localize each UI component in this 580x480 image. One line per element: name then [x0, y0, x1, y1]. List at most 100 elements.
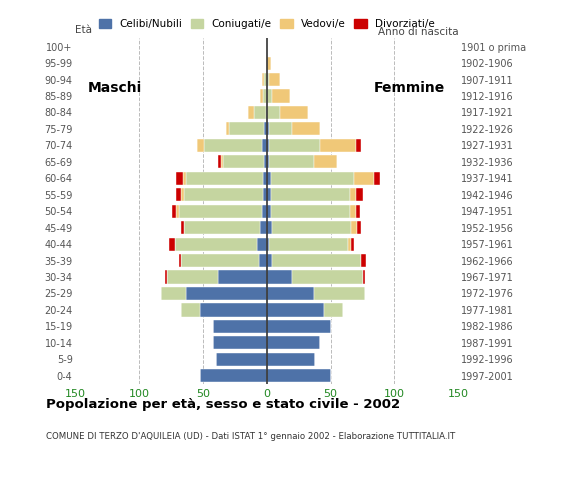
Bar — [262, 139, 267, 152]
Bar — [263, 188, 267, 201]
Bar — [184, 188, 263, 201]
Bar — [356, 204, 360, 218]
Bar — [176, 204, 179, 218]
Text: Età: Età — [75, 25, 92, 35]
Bar — [165, 270, 167, 284]
Bar — [254, 106, 266, 119]
Bar — [201, 369, 267, 383]
Bar — [269, 73, 280, 86]
Bar — [267, 303, 324, 316]
Bar — [175, 238, 256, 251]
Bar — [182, 254, 259, 267]
Bar — [267, 188, 271, 201]
Bar — [356, 188, 362, 201]
Bar — [267, 155, 269, 168]
Bar — [267, 73, 269, 86]
Bar — [362, 270, 365, 284]
Bar — [186, 172, 263, 185]
Bar — [223, 155, 264, 168]
Bar — [267, 57, 271, 70]
Bar — [267, 89, 272, 103]
Bar — [264, 155, 267, 168]
Bar — [263, 89, 267, 103]
Bar — [248, 106, 254, 119]
Bar — [269, 155, 314, 168]
Bar — [201, 303, 267, 316]
Bar — [172, 204, 176, 218]
Bar — [269, 238, 349, 251]
Bar — [226, 122, 229, 135]
Bar — [182, 221, 184, 234]
Text: Anno di nascita: Anno di nascita — [378, 27, 458, 36]
Bar — [267, 254, 272, 267]
Bar — [186, 287, 267, 300]
Bar — [350, 188, 356, 201]
Bar — [356, 139, 361, 152]
Bar — [262, 204, 267, 218]
Bar — [267, 369, 331, 383]
Bar — [354, 172, 374, 185]
Bar — [271, 204, 350, 218]
Bar — [179, 204, 262, 218]
Bar — [184, 221, 260, 234]
Bar — [197, 139, 204, 152]
Bar — [216, 353, 267, 366]
Bar — [350, 204, 356, 218]
Bar — [292, 270, 362, 284]
Bar — [167, 270, 218, 284]
Bar — [260, 221, 267, 234]
Bar — [267, 172, 271, 185]
Bar — [182, 303, 201, 316]
Bar — [361, 254, 367, 267]
Bar — [262, 73, 264, 86]
Bar — [267, 336, 320, 349]
Bar — [267, 139, 269, 152]
Bar — [176, 188, 182, 201]
Bar — [183, 172, 186, 185]
Bar — [161, 287, 186, 300]
Bar — [351, 221, 357, 234]
Bar — [267, 122, 269, 135]
Bar — [267, 221, 272, 234]
Bar — [292, 122, 320, 135]
Bar — [269, 139, 320, 152]
Text: Popolazione per età, sesso e stato civile - 2002: Popolazione per età, sesso e stato civil… — [46, 398, 401, 411]
Bar — [264, 122, 267, 135]
Bar — [267, 204, 271, 218]
Bar — [182, 188, 184, 201]
Bar — [267, 270, 292, 284]
Bar — [272, 89, 290, 103]
Bar — [259, 254, 267, 267]
Bar — [267, 287, 314, 300]
Bar — [267, 106, 280, 119]
Bar — [263, 172, 267, 185]
Bar — [272, 254, 361, 267]
Bar — [267, 353, 316, 366]
Bar — [204, 139, 262, 152]
Bar — [267, 238, 269, 251]
Text: COMUNE DI TERZO D'AQUILEIA (UD) - Dati ISTAT 1° gennaio 2002 - Elaborazione TUTT: COMUNE DI TERZO D'AQUILEIA (UD) - Dati I… — [46, 432, 456, 441]
Bar — [221, 155, 223, 168]
Bar — [218, 155, 221, 168]
Bar — [272, 221, 351, 234]
Bar — [324, 303, 343, 316]
Bar — [218, 270, 267, 284]
Bar — [260, 89, 263, 103]
Text: Femmine: Femmine — [374, 81, 445, 95]
Bar — [229, 122, 264, 135]
Legend: Celibi/Nubili, Coniugati/e, Vedovi/e, Divorziati/e: Celibi/Nubili, Coniugati/e, Vedovi/e, Di… — [97, 17, 437, 31]
Bar — [267, 320, 331, 333]
Bar — [264, 73, 267, 86]
Bar — [351, 238, 354, 251]
Bar — [357, 221, 361, 234]
Bar — [269, 122, 292, 135]
Bar — [266, 106, 267, 119]
Bar — [256, 238, 267, 251]
Bar — [176, 172, 183, 185]
Bar — [271, 172, 354, 185]
Bar — [314, 155, 337, 168]
Bar — [349, 238, 351, 251]
Bar — [169, 238, 175, 251]
Bar — [213, 320, 267, 333]
Bar — [314, 287, 365, 300]
